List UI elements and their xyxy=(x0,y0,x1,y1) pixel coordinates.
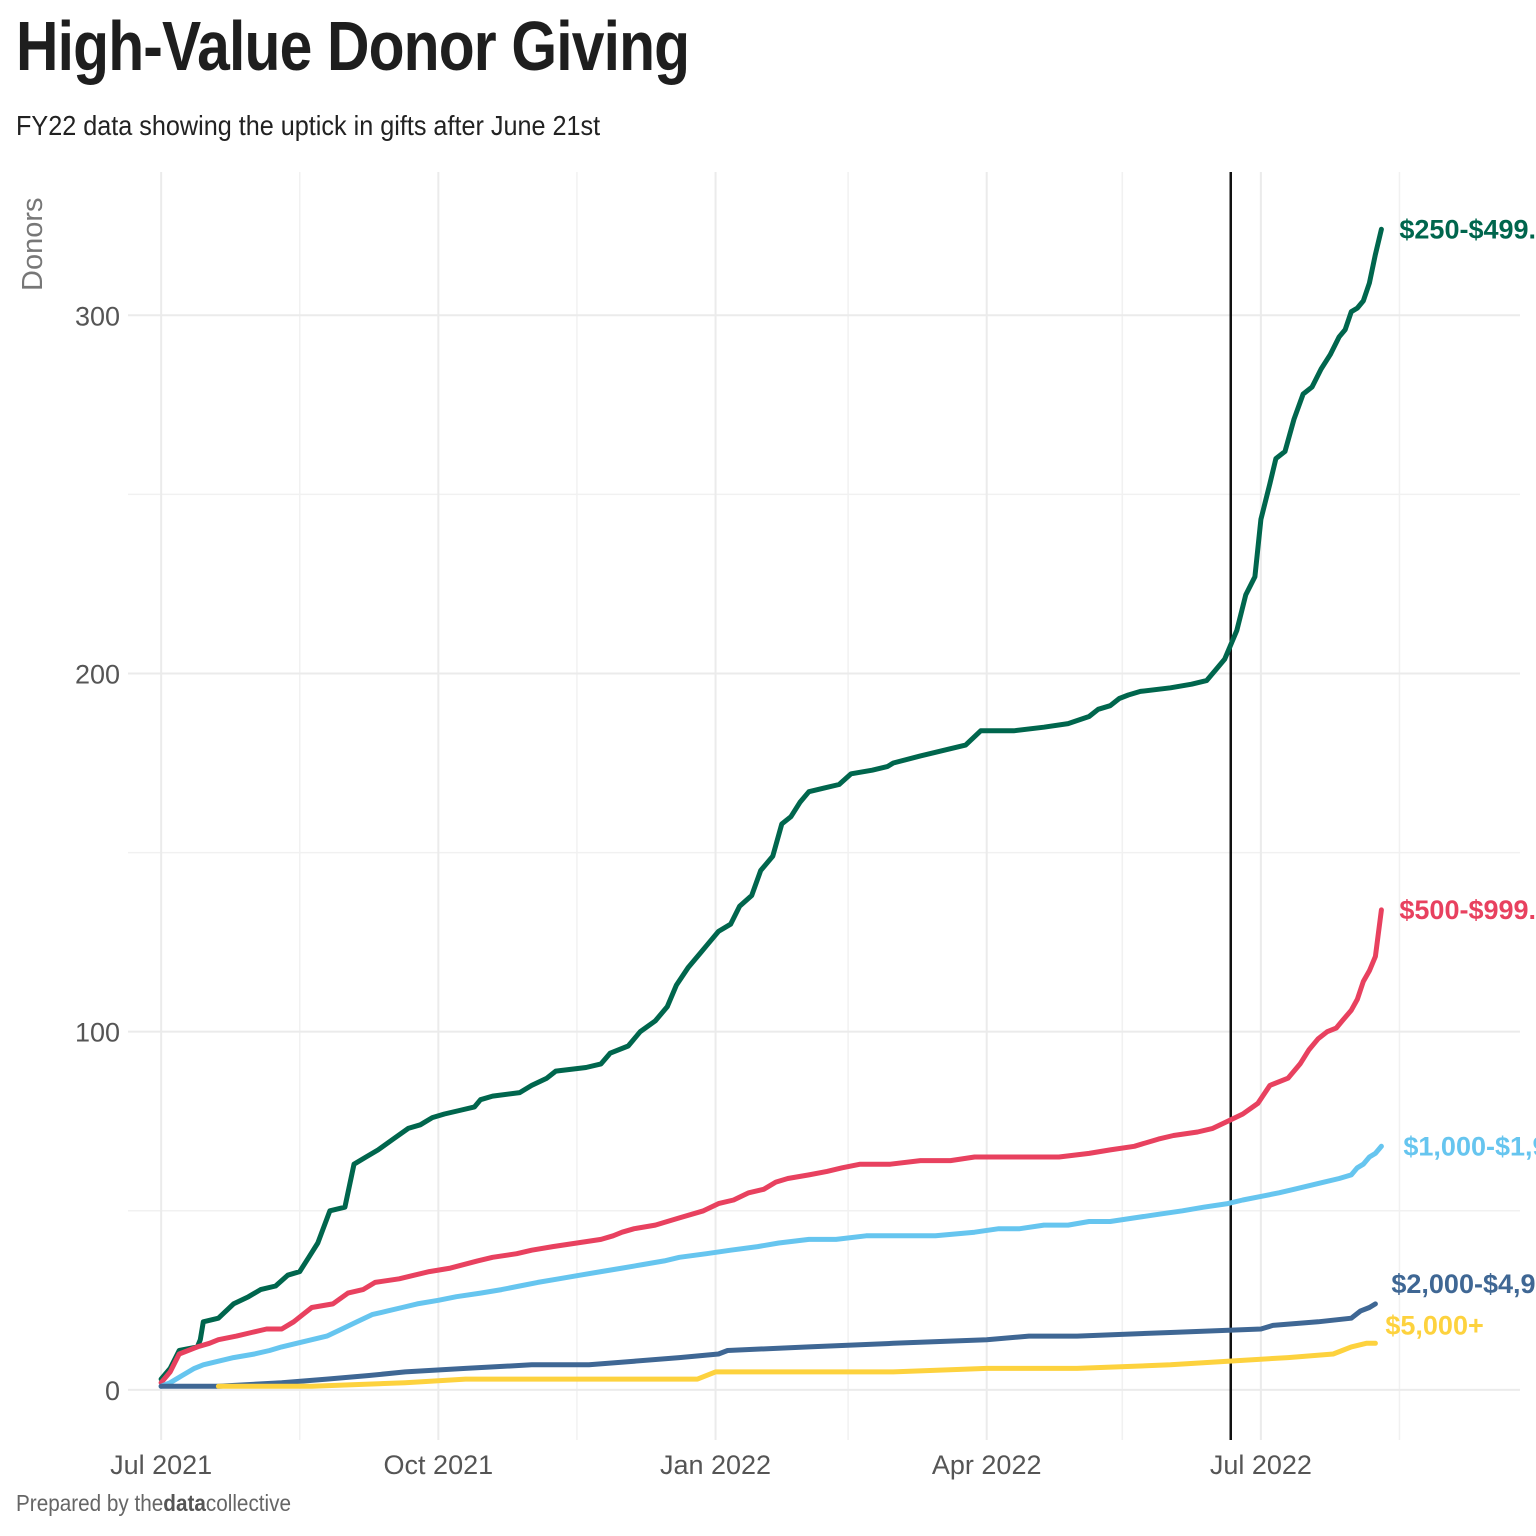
x-tick-label: Jul 2022 xyxy=(1210,1450,1312,1480)
axis-ticks: 0 100 200 300 Jul 2021 Oct 2021 Jan 2022 Apr 20… xyxy=(75,301,1312,1480)
chart-subtitle: FY22 data showing the uptick in gifts af… xyxy=(16,110,601,141)
credit-brand-bold: data xyxy=(163,1490,206,1516)
x-tick-label: Oct 2021 xyxy=(384,1450,494,1480)
series-end-label: $5,000+ xyxy=(1385,1310,1483,1340)
series-lines xyxy=(158,226,1384,1389)
chart-title: High-Value Donor Giving xyxy=(16,7,690,85)
credit-prefix: Prepared by the xyxy=(16,1490,164,1516)
y-tick-label: 0 xyxy=(105,1376,120,1406)
y-axis-label: Donors xyxy=(17,198,49,292)
series-line xyxy=(215,1340,1378,1389)
series-end-label: $500-$999.99 xyxy=(1399,895,1536,925)
series-line xyxy=(158,226,1384,1382)
y-tick-label: 300 xyxy=(75,301,120,331)
y-tick-label: 100 xyxy=(75,1018,120,1048)
series-line xyxy=(158,907,1384,1386)
series-end-label: $2,000-$4,999.99 xyxy=(1391,1269,1536,1299)
series-end-label: $1,000-$1,999.99 xyxy=(1403,1131,1536,1161)
credit-caption: Prepared by thedatacollective xyxy=(16,1490,291,1517)
y-tick-label: 200 xyxy=(75,659,120,689)
x-tick-label: Apr 2022 xyxy=(932,1450,1042,1480)
x-tick-label: Jan 2022 xyxy=(660,1450,771,1480)
gridlines xyxy=(128,172,1520,1440)
series-line xyxy=(158,1143,1384,1389)
x-tick-label: Jul 2021 xyxy=(110,1450,212,1480)
series-line xyxy=(158,1301,1378,1389)
series-labels: $250-$499.99 $500-$999.99 $1,000-$1,999.99… xyxy=(1385,214,1536,1340)
series-end-label: $250-$499.99 xyxy=(1399,214,1536,244)
credit-brand-rest: collective xyxy=(205,1490,292,1516)
